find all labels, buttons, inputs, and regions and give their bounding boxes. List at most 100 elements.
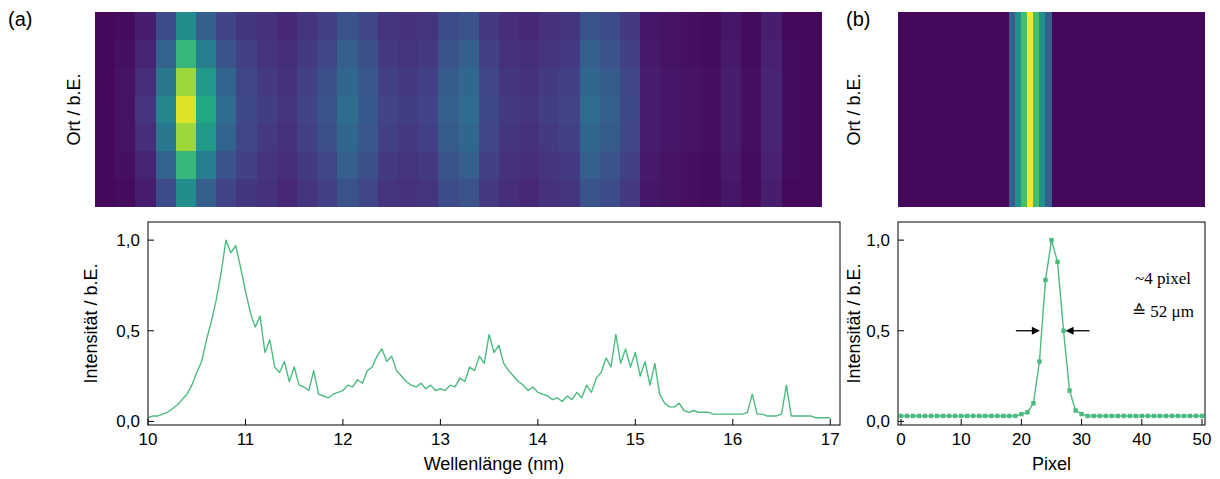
heatmap-cell [660,123,681,151]
heatmap-cell [782,123,803,151]
heatmap-cell [640,179,661,207]
marker [1013,414,1017,418]
marker [1170,414,1174,418]
heatmap-cell [1033,12,1040,207]
marker [1116,414,1120,418]
marker [917,414,921,418]
heatmap-cell [1076,12,1083,207]
heatmap-cell [418,40,439,68]
heatmap-cell [297,151,318,179]
heatmap-cell [317,40,338,68]
heatmap-cell [358,12,379,40]
heatmap-cell [701,12,722,40]
marker [929,414,933,418]
heatmap-cell [156,179,177,207]
heatmap-cell [135,123,156,151]
heatmap-cell [297,40,318,68]
heatmap-cell [216,96,237,124]
heatmap-cell [479,12,500,40]
heatmap-cell [782,12,803,40]
x-tick [1021,419,1022,425]
heatmap-cell [115,151,136,179]
heatmap-cell [418,123,439,151]
heatmap-cell [297,123,318,151]
heatmap-cell [741,40,762,68]
marker [1109,414,1113,418]
heatmap-cell [135,179,156,207]
x-tick [901,419,902,425]
plot-area [899,238,1204,418]
heatmap-cell [761,68,782,96]
heatmap-cell [1180,12,1187,207]
heatmap-cell [398,12,419,40]
heatmap-cell [761,40,782,68]
heatmap-cell [539,123,560,151]
heatmap-cell [156,68,177,96]
panel-label: (b) [846,8,870,30]
heatmap-cell [438,123,459,151]
y-axis-title: Intensität / b.E. [844,263,864,383]
plot-frame [898,222,1205,425]
heatmap-cell [216,68,237,96]
marker [1188,414,1192,418]
x-tick-label: 17 [821,430,840,449]
heatmap-cell [600,151,621,179]
heatmap-cell [196,96,217,124]
heatmap-cell [1015,12,1022,207]
heatmap-cell [660,96,681,124]
heatmap-cell [135,40,156,68]
marker [905,414,909,418]
heatmap-cell [1137,12,1144,207]
heatmap-cell [681,179,702,207]
heatmap-cell [277,123,298,151]
heatmap-cell [519,40,540,68]
heatmap-cell [660,40,681,68]
marker [959,414,963,418]
marker [1025,410,1029,414]
heatmap-cell [701,68,722,96]
heatmap-cell [681,12,702,40]
heatmap-cell [499,151,520,179]
y-tick [148,240,154,241]
x-tick-label: 30 [1072,430,1091,449]
heatmap-cell [681,68,702,96]
heatmap-cell [459,151,480,179]
heatmap-cell [115,68,136,96]
heatmap-cell [418,68,439,96]
heatmap-cell [358,40,379,68]
heatmap-cell [761,96,782,124]
marker [1164,414,1168,418]
heatmap-cell [236,179,257,207]
x-tick [1081,419,1082,425]
heatmap-cell [358,151,379,179]
heatmap-cell [176,96,197,124]
heatmap-cell [802,40,822,68]
heatmap-cell [580,123,601,151]
x-tick-label: 15 [626,430,645,449]
marker [983,414,987,418]
heatmap-cell [337,40,358,68]
heatmap-cell [236,12,257,40]
heatmap-cell [236,123,257,151]
x-tick-label: 40 [1132,430,1151,449]
heatmap-cell [1156,12,1163,207]
heatmap-cell [236,68,257,96]
heatmap-cell [620,68,641,96]
marker [1085,414,1089,418]
marker [1194,414,1198,418]
heatmap-cell [978,12,985,207]
x-tick [342,419,343,425]
heatmap-cell [479,68,500,96]
heatmap-cell [600,96,621,124]
heatmap-cell [277,179,298,207]
marker [947,414,951,418]
heatmap-cell [640,40,661,68]
heatmap-cell [1082,12,1089,207]
heatmap-cell [935,12,942,207]
marker [911,414,915,418]
heatmap-cell [499,96,520,124]
heatmap-cell [620,123,641,151]
y-tick [148,421,154,422]
marker [1079,412,1083,416]
x-tick [245,419,246,425]
